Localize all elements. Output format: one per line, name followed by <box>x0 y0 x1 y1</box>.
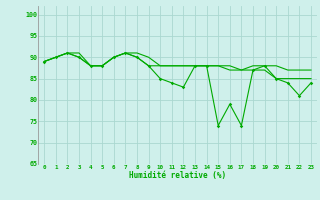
X-axis label: Humidité relative (%): Humidité relative (%) <box>129 171 226 180</box>
